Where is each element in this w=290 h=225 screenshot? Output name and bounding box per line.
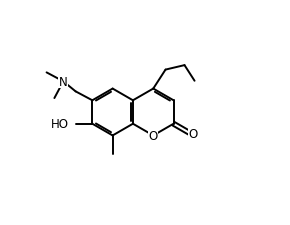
- Text: O: O: [149, 129, 158, 142]
- Text: O: O: [188, 127, 197, 140]
- Text: N: N: [59, 75, 68, 88]
- Text: HO: HO: [51, 118, 69, 131]
